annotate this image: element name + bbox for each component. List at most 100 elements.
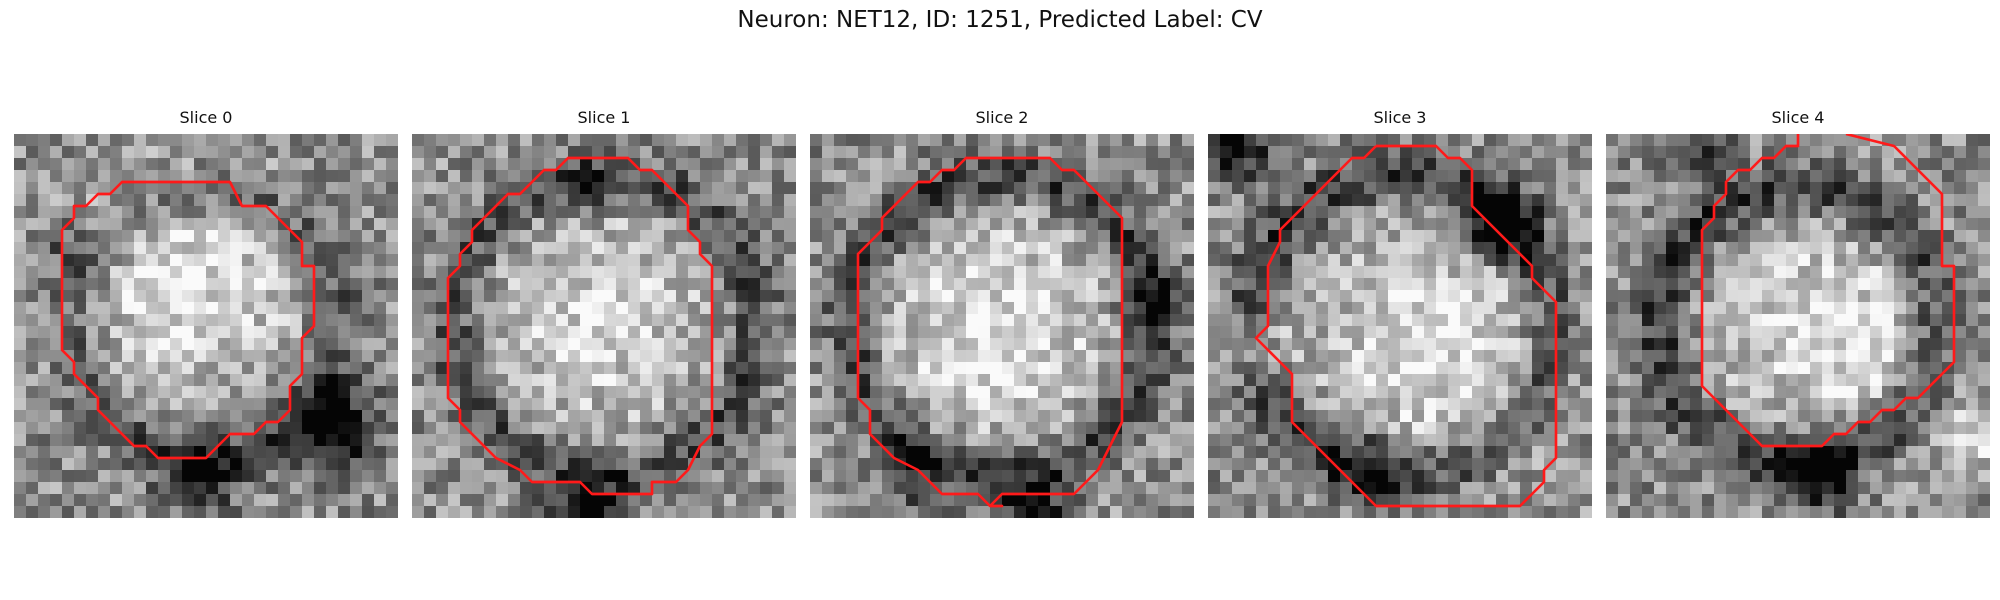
pixel (1642, 206, 1655, 219)
pixel (846, 326, 859, 339)
slice-image (14, 134, 398, 518)
pixel (350, 338, 363, 351)
pixel (810, 218, 823, 231)
pixel (822, 458, 835, 471)
pixel (1050, 194, 1063, 207)
pixel (1388, 170, 1401, 183)
pixel (254, 302, 267, 315)
pixel (424, 350, 437, 363)
pixel (1014, 458, 1027, 471)
pixel (688, 506, 701, 518)
pixel (1858, 434, 1871, 447)
pixel (362, 326, 375, 339)
pixel (230, 242, 243, 255)
pixel (412, 362, 425, 375)
pixel (62, 326, 75, 339)
pixel (1966, 350, 1979, 363)
pixel (1606, 386, 1619, 399)
pixel (1568, 266, 1581, 279)
pixel (1532, 374, 1545, 387)
pixel (314, 374, 327, 387)
pixel (254, 218, 267, 231)
pixel (1208, 194, 1221, 207)
pixel (1002, 266, 1015, 279)
pixel (302, 434, 315, 447)
pixel (556, 218, 569, 231)
pixel (326, 410, 339, 423)
pixel (834, 206, 847, 219)
pixel (448, 482, 461, 495)
pixel (1074, 194, 1087, 207)
pixel (858, 338, 871, 351)
pixel (1086, 230, 1099, 243)
pixel (810, 422, 823, 435)
pixel (1376, 386, 1389, 399)
pixel (1942, 158, 1955, 171)
pixel (1762, 410, 1775, 423)
pixel (1280, 326, 1293, 339)
pixel (146, 458, 159, 471)
pixel (1702, 326, 1715, 339)
pixel (942, 422, 955, 435)
pixel (1412, 422, 1425, 435)
pixel (1182, 206, 1194, 219)
pixel (664, 494, 677, 507)
pixel (652, 494, 665, 507)
pixel (1690, 134, 1703, 147)
pixel (230, 410, 243, 423)
pixel (1376, 194, 1389, 207)
pixel (206, 350, 219, 363)
pixel (772, 386, 785, 399)
pixel (1678, 338, 1691, 351)
pixel (1774, 182, 1787, 195)
pixel (436, 266, 449, 279)
pixel (1460, 350, 1473, 363)
pixel (1966, 206, 1979, 219)
pixel (1520, 146, 1533, 159)
pixel (374, 134, 387, 147)
pixel (1714, 350, 1727, 363)
pixel (1484, 458, 1497, 471)
pixel (314, 410, 327, 423)
pixel (1316, 326, 1329, 339)
pixel (834, 218, 847, 231)
pixel (1918, 338, 1931, 351)
pixel (736, 446, 749, 459)
pixel (1328, 278, 1341, 291)
pixel (1666, 158, 1679, 171)
pixel (230, 338, 243, 351)
pixel (628, 470, 641, 483)
pixel (386, 386, 398, 399)
pixel (772, 458, 785, 471)
pixel (1316, 470, 1329, 483)
pixel (436, 374, 449, 387)
pixel (1954, 230, 1967, 243)
pixel (1050, 410, 1063, 423)
pixel (1894, 218, 1907, 231)
pixel (1472, 338, 1485, 351)
pixel (1158, 398, 1171, 411)
pixel (374, 146, 387, 159)
pixel (568, 158, 581, 171)
pixel (374, 374, 387, 387)
pixel (338, 422, 351, 435)
pixel (1460, 458, 1473, 471)
pixel (1666, 398, 1679, 411)
pixel (266, 194, 279, 207)
pixel (990, 350, 1003, 363)
pixel (580, 218, 593, 231)
pixel (386, 266, 398, 279)
pixel (1642, 386, 1655, 399)
pixel (676, 290, 689, 303)
pixel (1074, 350, 1087, 363)
pixel (1158, 314, 1171, 327)
pixel (158, 494, 171, 507)
pixel (38, 170, 51, 183)
pixel (1122, 278, 1135, 291)
pixel (1364, 242, 1377, 255)
pixel (338, 410, 351, 423)
pixel (652, 302, 665, 315)
pixel (918, 158, 931, 171)
pixel (278, 254, 291, 267)
pixel (1448, 374, 1461, 387)
